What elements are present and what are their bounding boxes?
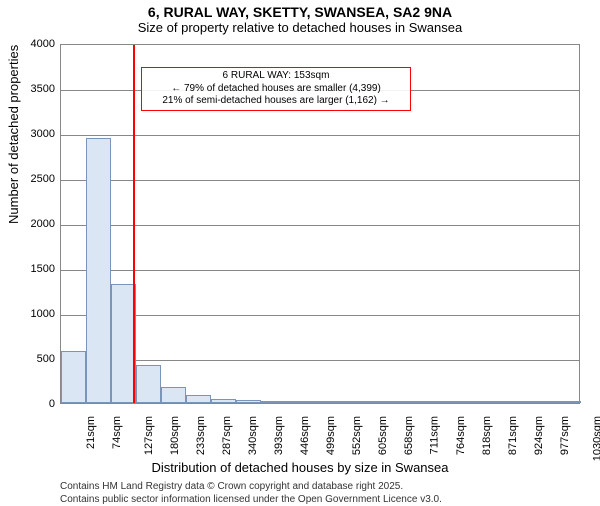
y-tick-label: 1000	[0, 308, 55, 320]
histogram-bar	[412, 401, 437, 403]
histogram-bar	[387, 401, 412, 403]
x-tick-label: 658sqm	[403, 416, 415, 455]
x-tick-label: 818sqm	[481, 416, 493, 455]
annotation-line: 21% of semi-detached houses are larger (…	[146, 95, 406, 108]
gridline	[61, 360, 579, 361]
chart-title: 6, RURAL WAY, SKETTY, SWANSEA, SA2 9NA	[0, 0, 600, 20]
x-tick-label: 499sqm	[325, 416, 337, 455]
x-tick-label: 1030sqm	[591, 416, 600, 461]
histogram-bar	[512, 401, 537, 403]
footer-line: Contains HM Land Registry data © Crown c…	[60, 480, 442, 493]
histogram-bar	[161, 387, 186, 403]
gridline	[61, 270, 579, 271]
histogram-bar	[136, 365, 161, 403]
x-tick-label: 180sqm	[169, 416, 181, 455]
gridline	[61, 135, 579, 136]
histogram-bar	[437, 401, 462, 403]
y-tick-label: 500	[0, 353, 55, 365]
x-tick-label: 446sqm	[299, 416, 311, 455]
x-tick-label: 287sqm	[221, 416, 233, 455]
attribution-footer: Contains HM Land Registry data © Crown c…	[60, 480, 442, 506]
histogram-bar	[337, 401, 362, 403]
chart-subtitle: Size of property relative to detached ho…	[0, 20, 600, 37]
gridline	[61, 315, 579, 316]
histogram-bar	[487, 401, 512, 403]
y-tick-label: 4000	[0, 38, 55, 50]
annotation-line: ← 79% of detached houses are smaller (4,…	[146, 83, 406, 96]
x-tick-label: 393sqm	[273, 416, 285, 455]
histogram-bar	[86, 138, 111, 404]
x-tick-label: 552sqm	[351, 416, 363, 455]
x-tick-label: 977sqm	[559, 416, 571, 455]
x-tick-label: 74sqm	[111, 416, 123, 449]
histogram-bar	[186, 395, 211, 403]
x-tick-label: 871sqm	[507, 416, 519, 455]
marker-line	[133, 45, 135, 403]
histogram-bar	[236, 400, 261, 403]
y-tick-label: 3000	[0, 128, 55, 140]
histogram-bar	[211, 399, 236, 404]
x-tick-label: 127sqm	[143, 416, 155, 455]
x-tick-label: 605sqm	[377, 416, 389, 455]
gridline	[61, 225, 579, 226]
histogram-bar	[562, 401, 581, 403]
x-axis-label: Distribution of detached houses by size …	[0, 460, 600, 475]
x-tick-label: 764sqm	[455, 416, 467, 455]
y-tick-label: 2500	[0, 173, 55, 185]
annotation-line: 6 RURAL WAY: 153sqm	[146, 70, 406, 83]
y-tick-label: 3500	[0, 83, 55, 95]
histogram-bar	[312, 401, 337, 403]
y-tick-label: 2000	[0, 218, 55, 230]
x-tick-label: 233sqm	[195, 416, 207, 455]
histogram-bar	[61, 351, 86, 403]
histogram-bar	[537, 401, 562, 403]
x-tick-label: 340sqm	[247, 416, 259, 455]
x-tick-label: 924sqm	[533, 416, 545, 455]
x-tick-label: 711sqm	[428, 416, 440, 454]
histogram-bar	[261, 401, 286, 403]
x-tick-label: 21sqm	[85, 416, 97, 449]
histogram-bar	[286, 401, 311, 403]
histogram-bar	[362, 401, 387, 403]
y-tick-label: 1500	[0, 263, 55, 275]
gridline	[61, 180, 579, 181]
plot-area: 6 RURAL WAY: 153sqm← 79% of detached hou…	[60, 44, 580, 404]
chart-container: 6, RURAL WAY, SKETTY, SWANSEA, SA2 9NA S…	[0, 0, 600, 500]
annotation-box: 6 RURAL WAY: 153sqm← 79% of detached hou…	[141, 67, 411, 111]
histogram-bar	[462, 401, 487, 403]
y-tick-label: 0	[0, 398, 55, 410]
